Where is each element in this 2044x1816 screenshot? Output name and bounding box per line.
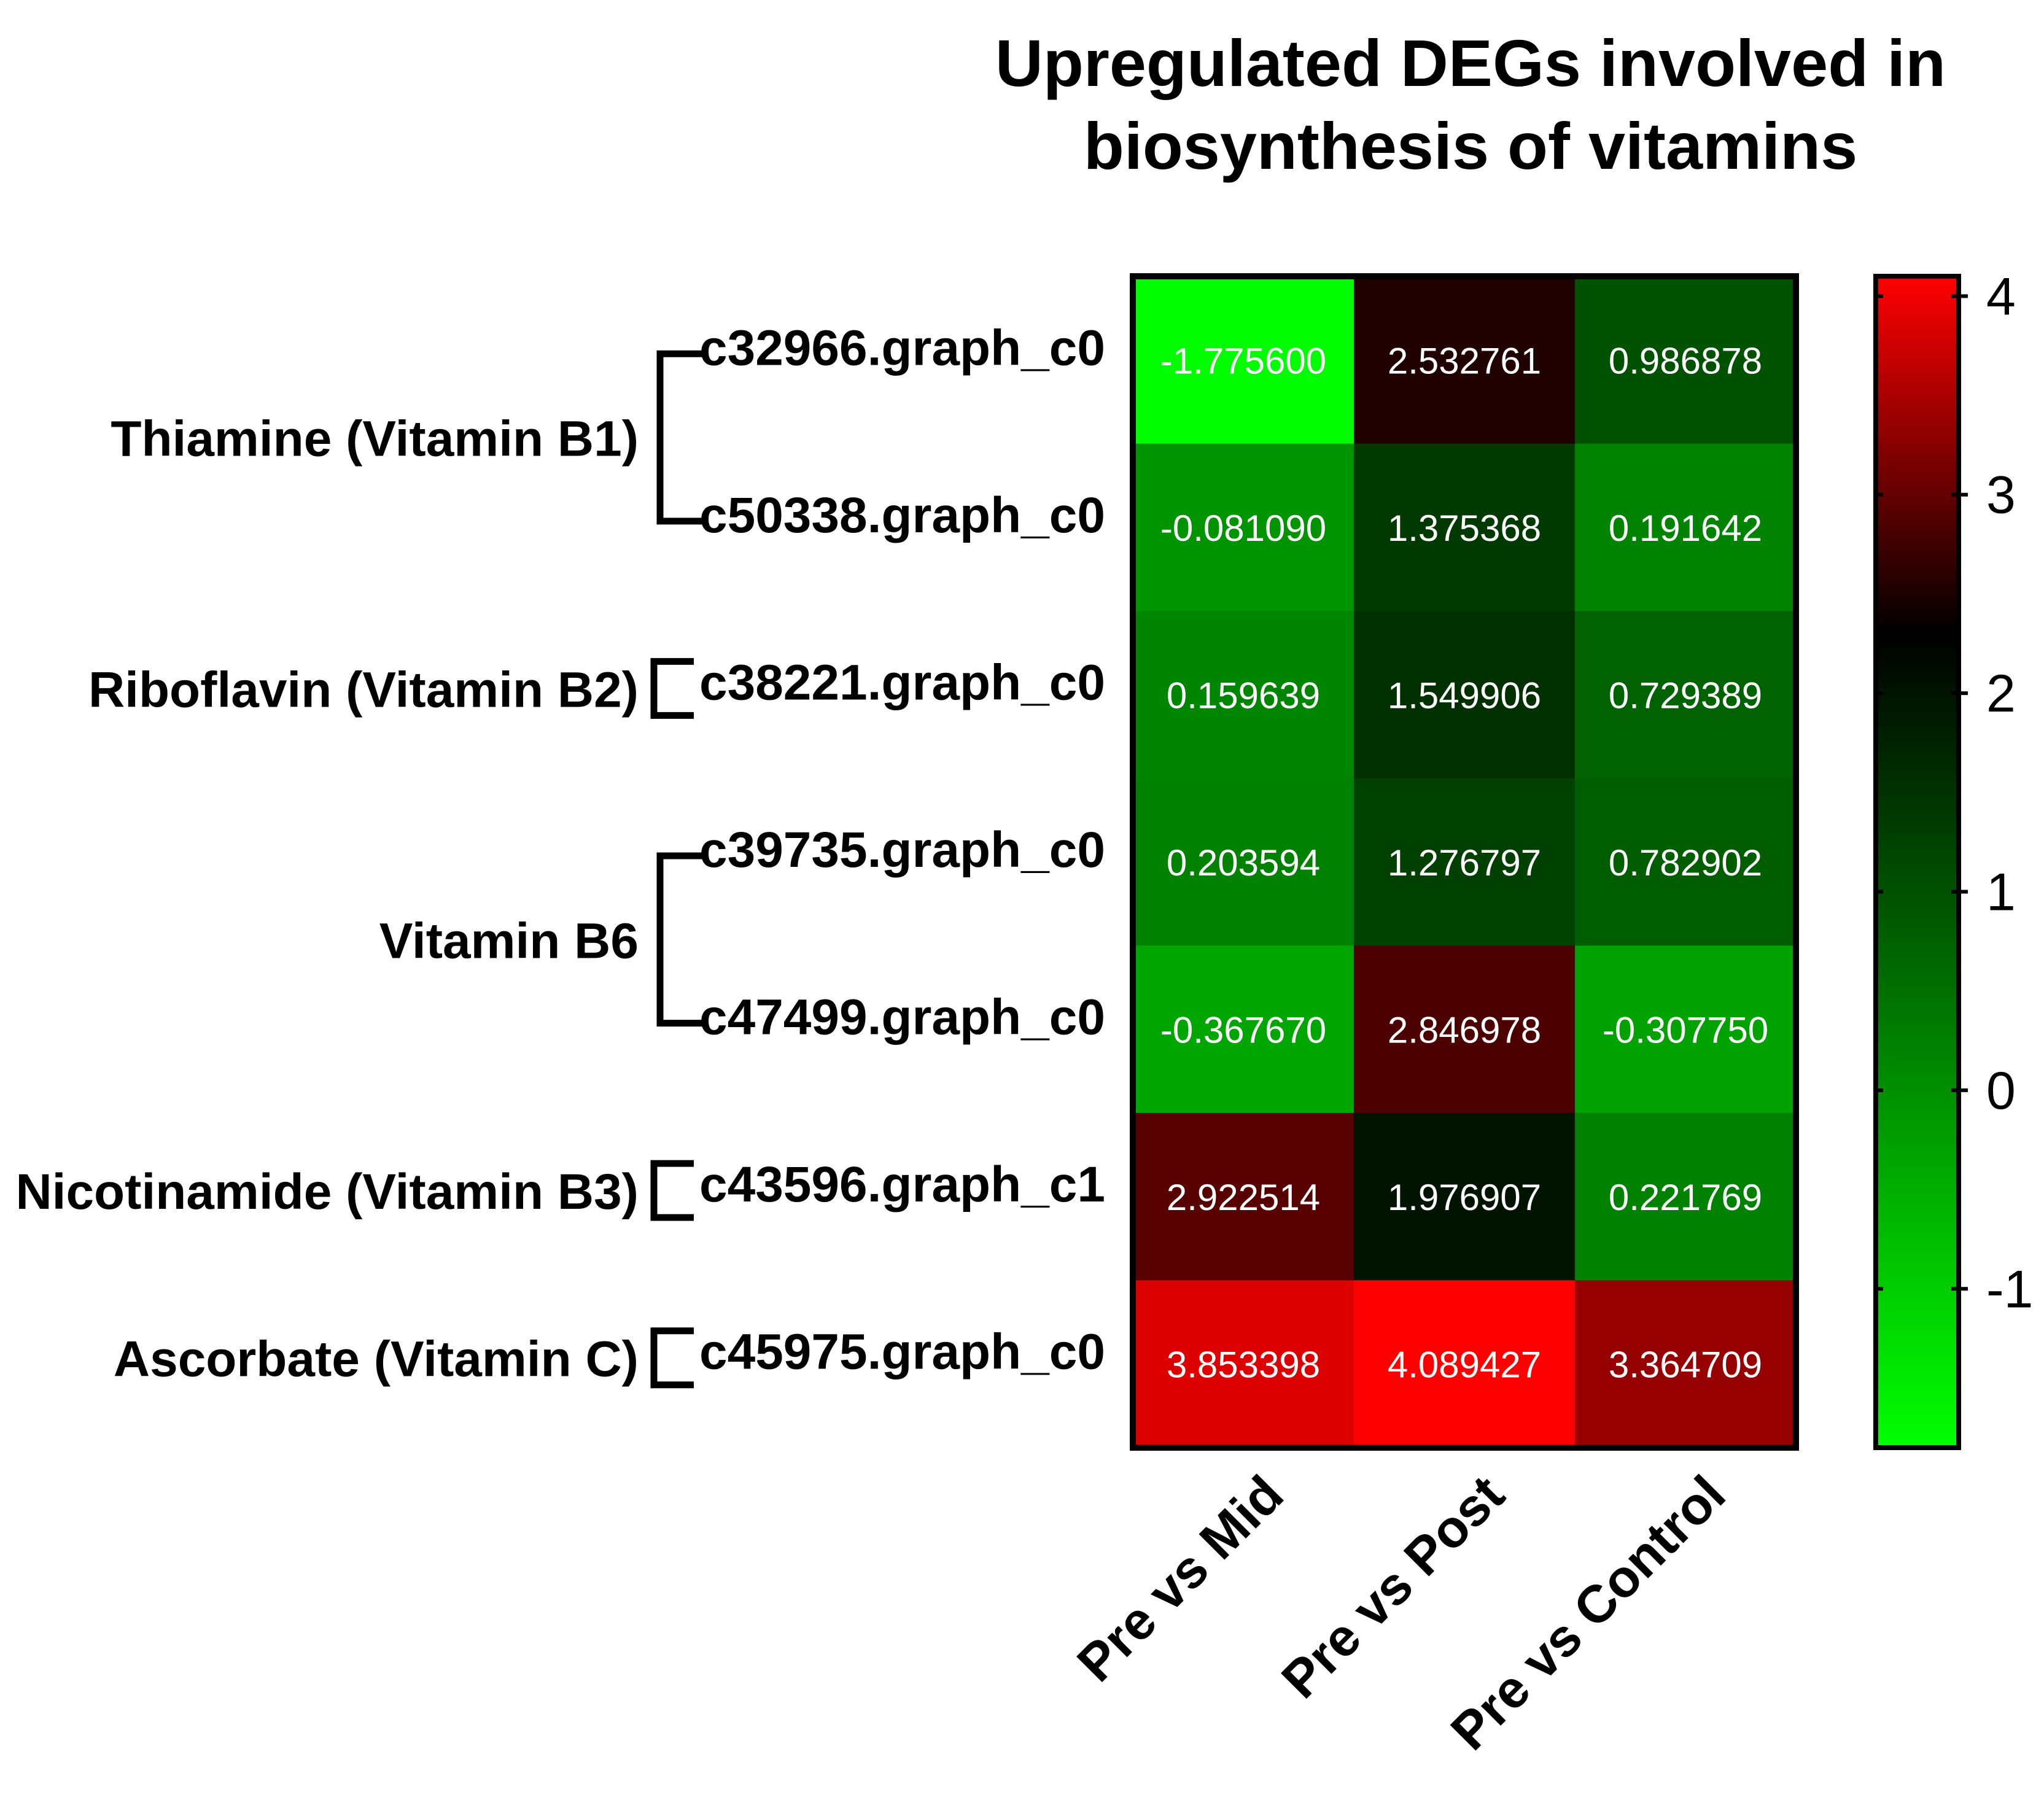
cell-value-label: -1.775600 — [1160, 340, 1326, 381]
heatmap-cell — [1575, 276, 1797, 444]
cell-value-label: 3.853398 — [1167, 1345, 1320, 1386]
heatmap-cell — [1133, 945, 1354, 1114]
heatmap-cell — [1133, 1280, 1354, 1448]
cell-value-label: -0.307750 — [1603, 1010, 1768, 1051]
heatmap-cell — [1575, 945, 1797, 1114]
heatmap-cell — [1133, 443, 1354, 611]
row-label: c47499.graph_c0 — [699, 990, 1105, 1046]
cell-value-label: 1.276797 — [1388, 842, 1541, 883]
title-line-1: Upregulated DEGs involved in — [995, 26, 1946, 100]
colorbar-tick-label: 1 — [1986, 863, 2016, 922]
group-bracket — [650, 658, 694, 719]
row-label: c50338.graph_c0 — [699, 487, 1105, 543]
cell-value-label: -0.081090 — [1160, 508, 1326, 549]
row-label: c39735.graph_c0 — [699, 822, 1105, 878]
cell-value-label: 0.782902 — [1609, 842, 1762, 883]
cell-value-label: 2.922514 — [1167, 1177, 1320, 1218]
cell-value-label: 2.846978 — [1388, 1010, 1541, 1051]
group-label: Nicotinamide (Vitamin B3) — [15, 1164, 639, 1220]
cell-value-label: 0.729389 — [1609, 675, 1762, 716]
cell-value-label: 4.089427 — [1388, 1345, 1541, 1386]
colorbar-tick-label: 4 — [1986, 267, 2016, 326]
colorbar-gradient — [1876, 276, 1959, 1448]
heatmap-cell — [1354, 1280, 1576, 1448]
colorbar-tick-label: 0 — [1986, 1061, 2016, 1120]
group-label: Thiamine (Vitamin B1) — [111, 411, 639, 467]
cell-value-label: 3.364709 — [1609, 1345, 1762, 1386]
column-label: Pre vs Post — [1270, 1465, 1515, 1710]
heatmap-cell — [1354, 945, 1576, 1114]
cell-value-label: 0.159639 — [1167, 675, 1320, 716]
cell-value-label: 1.549906 — [1388, 675, 1541, 716]
cell-value-label: 0.221769 — [1609, 1177, 1762, 1218]
heatmap-cell — [1354, 443, 1576, 611]
group-bracket — [650, 1160, 694, 1221]
cell-value-label: 0.191642 — [1609, 508, 1762, 549]
group-bracket — [650, 1327, 694, 1389]
row-label: c43596.graph_c1 — [699, 1157, 1105, 1213]
heatmap-cell — [1354, 611, 1576, 779]
heatmap-cells: -1.775600 2.532761 0.986878 -0.081090 1.3753… — [1133, 276, 1797, 1448]
heatmap-cell — [1575, 778, 1797, 946]
colorbar-tick-label: 2 — [1986, 664, 2016, 723]
cell-value-label: 1.375368 — [1388, 508, 1541, 549]
heatmap-cell — [1354, 778, 1576, 946]
chart-title: Upregulated DEGs involved in biosynthesi… — [995, 26, 1946, 183]
group-label: Vitamin B6 — [379, 913, 639, 969]
group-bracket — [656, 350, 703, 525]
group-label: Riboflavin (Vitamin B2) — [88, 662, 639, 718]
colorbar-tick-label: -1 — [1986, 1260, 2033, 1319]
heatmap-cell — [1133, 778, 1354, 946]
heatmap-cell — [1133, 276, 1354, 444]
heatmap-cell — [1354, 276, 1576, 444]
heatmap-border — [1130, 273, 1799, 1451]
cell-value-label: 0.203594 — [1167, 842, 1320, 883]
heatmap-cell — [1133, 611, 1354, 779]
heatmap-cell — [1133, 1112, 1354, 1281]
row-label: c45975.graph_c0 — [699, 1324, 1105, 1380]
heatmap-cell — [1354, 1112, 1576, 1281]
colorbar-tick-label: 3 — [1986, 466, 2016, 525]
group-labels: Thiamine (Vitamin B1) Riboflavin (Vitamin… — [15, 350, 703, 1389]
heatmap-cell — [1575, 1112, 1797, 1281]
cell-value-label: 1.976907 — [1388, 1177, 1541, 1218]
cell-value-label: 0.986878 — [1609, 340, 1762, 381]
row-label: c38221.graph_c0 — [699, 654, 1105, 710]
heatmap-cell — [1575, 443, 1797, 611]
group-label: Ascorbate (Vitamin C) — [114, 1332, 639, 1387]
colorbar: 4 3 2 1 0 -1 — [1873, 267, 2033, 1450]
cell-value-label: -0.367670 — [1160, 1010, 1326, 1051]
cell-value-label: 2.532761 — [1388, 340, 1541, 381]
column-label: Pre vs Mid — [1066, 1465, 1294, 1693]
row-label: c32966.graph_c0 — [699, 320, 1105, 376]
title-line-2: biosynthesis of vitamins — [1084, 109, 1857, 183]
group-bracket — [656, 852, 703, 1027]
heatmap-cell — [1575, 1280, 1797, 1448]
heatmap-cell — [1575, 611, 1797, 779]
colorbar-border — [1873, 274, 1961, 1450]
row-labels: c32966.graph_c0 c50338.graph_c0 c38221.gra… — [699, 320, 1105, 1379]
